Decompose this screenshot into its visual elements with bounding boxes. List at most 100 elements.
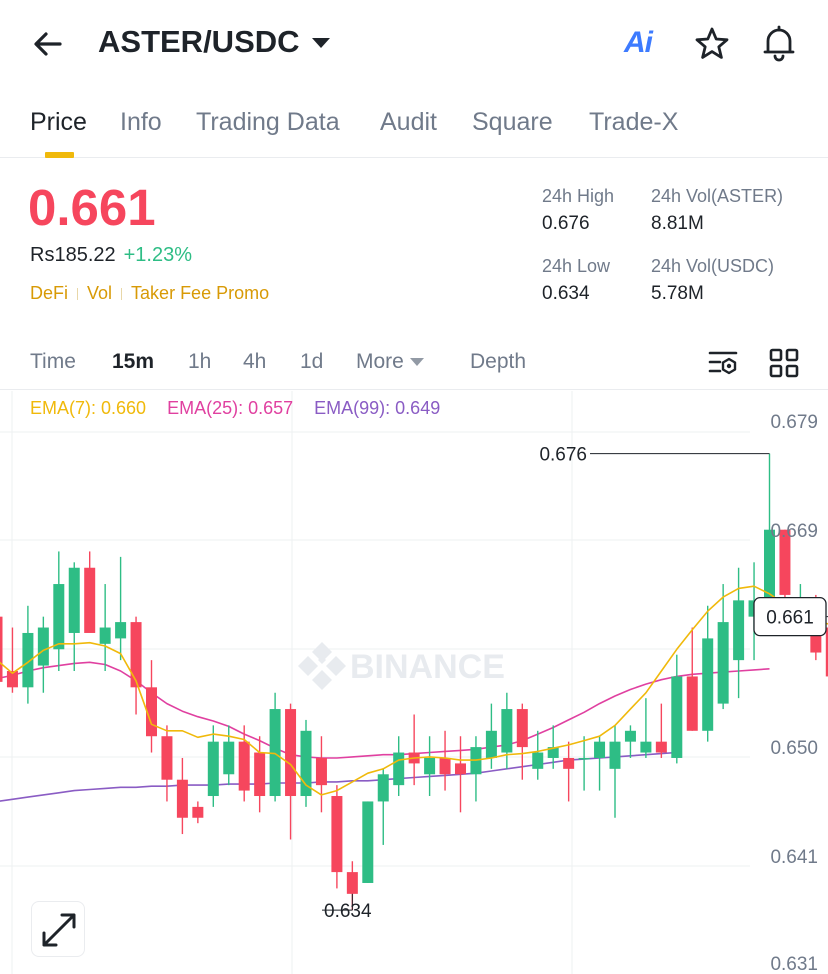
tag-taker-fee-promo[interactable]: Taker Fee Promo	[131, 283, 270, 303]
binance-watermark: BINANCE	[298, 642, 505, 690]
candle-body	[315, 757, 327, 786]
interval-15m[interactable]: 15m	[112, 350, 155, 373]
ai-icon[interactable]: Ai	[624, 26, 653, 59]
watermark-text: BINANCE	[350, 648, 505, 686]
interval-4h[interactable]: 4h	[243, 350, 267, 373]
candle-body	[362, 801, 374, 883]
candle-body	[717, 622, 729, 704]
candle-body	[254, 752, 266, 797]
candle-body	[223, 741, 235, 775]
candle-body	[84, 567, 96, 633]
candle-body	[532, 752, 544, 769]
candle-body	[733, 600, 745, 661]
last-price: 0.661	[28, 179, 156, 236]
candle-body	[331, 796, 343, 873]
stat-value: 0.634	[542, 283, 590, 304]
last-price-label: 0.661	[766, 608, 814, 629]
candle-body	[207, 741, 219, 797]
ema25-value: EMA(25): 0.657	[167, 398, 294, 418]
star-icon[interactable]	[694, 26, 730, 62]
stat-label: 24h High	[542, 186, 615, 206]
stat-value: 5.78M	[651, 283, 704, 304]
candle-body	[37, 627, 49, 666]
candle-body	[53, 584, 65, 650]
stat-24h-vol-aster: 24h Vol(ASTER) 8.81M	[651, 186, 783, 235]
candle-body	[238, 741, 250, 791]
candle-body	[594, 741, 606, 758]
interval-1d[interactable]: 1d	[300, 350, 324, 373]
candle-body	[563, 757, 575, 769]
ema-legend: EMA(7): 0.660 EMA(25): 0.657 EMA(99): 0.…	[30, 398, 456, 419]
tab-info[interactable]: Info	[120, 108, 162, 136]
tab-trading-data[interactable]: Trading Data	[196, 108, 340, 136]
token-tags: DeFi Vol Taker Fee Promo	[30, 283, 269, 304]
stat-value: 0.676	[542, 213, 590, 234]
candle-body	[764, 529, 775, 601]
candle-body	[578, 757, 590, 760]
more-label: More	[356, 350, 404, 373]
candle-body	[346, 872, 358, 894]
candle-body	[285, 709, 297, 797]
candle-body	[161, 736, 173, 780]
fiat-value: Rs185.22	[30, 244, 116, 266]
back-arrow-icon[interactable]	[28, 24, 68, 64]
tag-defi[interactable]: DeFi	[30, 283, 69, 303]
active-tab-indicator	[45, 152, 74, 158]
interval-bar: Time 15m 1h 4h 1d More Depth	[0, 340, 828, 390]
y-axis-tick: 0.679	[770, 412, 818, 433]
candle-body	[501, 709, 513, 753]
candle-body	[516, 709, 528, 748]
high-marker-label: 0.676	[539, 445, 587, 466]
candle-body	[702, 638, 714, 731]
tab-audit[interactable]: Audit	[380, 108, 437, 136]
interval-time[interactable]: Time	[30, 350, 76, 373]
stat-24h-low: 24h Low 0.634	[542, 256, 610, 305]
y-axis-tick: 0.631	[770, 954, 818, 974]
candle-body	[439, 757, 451, 775]
tab-bar: Price Info Trading Data Audit Square Tra…	[0, 100, 828, 158]
bell-icon[interactable]	[760, 24, 798, 62]
stat-value: 8.81M	[651, 213, 704, 234]
candle-body	[393, 752, 405, 786]
tag-vol[interactable]: Vol	[87, 283, 113, 303]
candle-body	[377, 774, 389, 802]
ema99-line	[0, 751, 677, 802]
candle-body	[192, 806, 204, 818]
candle-body	[779, 529, 791, 595]
tag-divider	[77, 287, 79, 300]
candle-body	[22, 632, 34, 688]
candle-body	[68, 567, 80, 633]
tab-price[interactable]: Price	[30, 108, 87, 136]
candle-body	[99, 627, 111, 644]
pair-selector[interactable]: ASTER/USDC	[98, 24, 330, 60]
fullscreen-button[interactable]	[31, 901, 85, 957]
candle-body	[640, 741, 652, 753]
tab-square[interactable]: Square	[472, 108, 553, 136]
y-axis-tick: 0.641	[770, 847, 818, 868]
candlestick-chart[interactable]: BINANCE 0.676 0.634 0.679 0.669 0.650 0.641 0.6…	[0, 391, 828, 974]
ema25-line	[0, 661, 770, 759]
tab-trade-x[interactable]: Trade-X	[589, 108, 679, 136]
interval-depth[interactable]: Depth	[470, 350, 527, 373]
candle-body	[485, 730, 497, 758]
candle-body	[300, 730, 312, 797]
candle-body	[176, 779, 188, 818]
candle-body	[6, 671, 18, 688]
candle-body	[624, 730, 636, 742]
candle-body	[130, 622, 142, 688]
layout-grid-icon[interactable]	[768, 347, 800, 379]
y-axis-tick: 0.650	[770, 738, 818, 759]
candle-body	[424, 757, 436, 775]
stat-24h-vol-usdc: 24h Vol(USDC) 5.78M	[651, 256, 774, 305]
candle-body	[146, 687, 157, 737]
stat-label: 24h Vol(USDC)	[651, 256, 775, 276]
candle-body	[455, 763, 466, 775]
y-axis-tick: 0.669	[770, 521, 818, 542]
ema7-value: EMA(7): 0.660	[30, 398, 147, 418]
price-change: +1.23%	[123, 244, 193, 266]
interval-1h[interactable]: 1h	[188, 350, 212, 373]
chart-settings-icon[interactable]	[706, 348, 740, 378]
fiat-price: Rs185.22 +1.23%	[30, 244, 192, 267]
ema99-value: EMA(99): 0.649	[314, 398, 441, 418]
interval-more[interactable]: More	[356, 350, 424, 374]
